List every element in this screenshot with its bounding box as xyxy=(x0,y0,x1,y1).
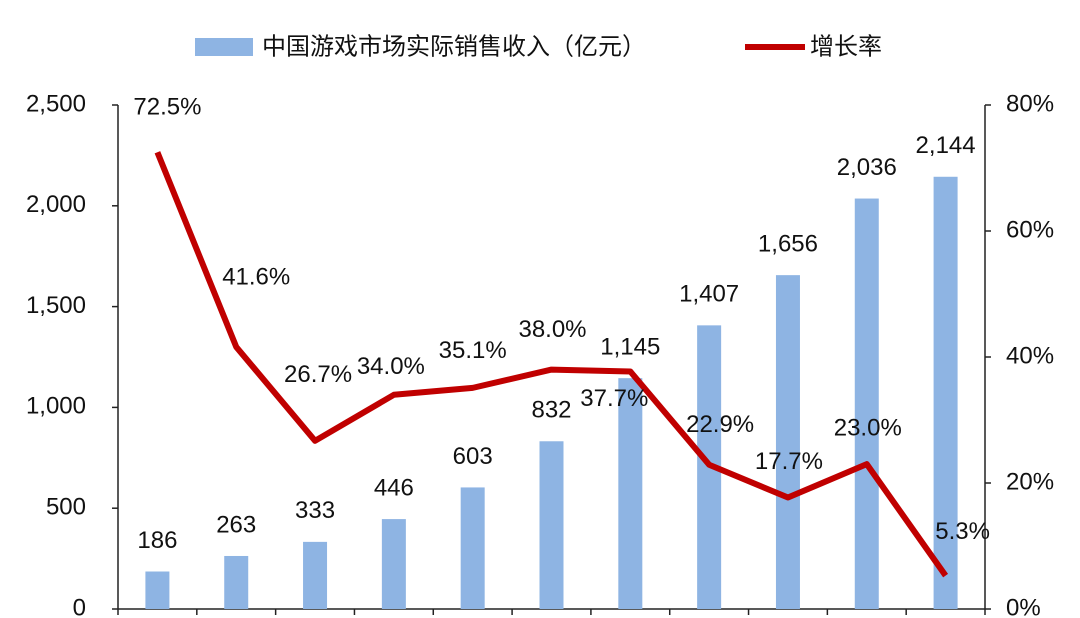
y2-tick-label: 20% xyxy=(1006,468,1054,495)
bar xyxy=(854,198,879,609)
bar xyxy=(303,541,328,609)
bar xyxy=(539,441,564,609)
bar-value-label: 1,656 xyxy=(758,230,818,257)
y2-tick-label: 40% xyxy=(1006,342,1054,369)
line-value-label: 72.5% xyxy=(133,94,201,121)
y-tick-label: 500 xyxy=(46,494,86,521)
bar-value-label: 1,407 xyxy=(679,281,739,308)
line-value-label: 41.6% xyxy=(222,263,290,290)
y-tick-label: 2,500 xyxy=(26,90,86,117)
bar-value-label: 333 xyxy=(295,497,335,524)
y-tick-label: 0 xyxy=(73,594,86,618)
bar-value-label: 603 xyxy=(453,443,493,470)
bar-value-label: 1,145 xyxy=(600,334,660,361)
line-value-label: 17.7% xyxy=(755,448,823,475)
y-tick-label: 1,500 xyxy=(26,292,86,319)
y2-tick-label: 0% xyxy=(1006,594,1041,618)
y2-tick-label: 60% xyxy=(1006,216,1054,243)
line-value-label: 23.0% xyxy=(834,414,902,441)
line-value-label: 34.0% xyxy=(357,353,425,380)
legend-label: 增长率 xyxy=(810,33,882,60)
bar xyxy=(145,571,170,609)
line-value-label: 22.9% xyxy=(686,411,754,438)
bar-value-label: 2,036 xyxy=(837,154,897,181)
legend-label: 中国游戏市场实际销售收入（亿元） xyxy=(262,33,646,60)
bar-value-label: 186 xyxy=(137,527,177,554)
y2-tick-label: 80% xyxy=(1006,90,1054,117)
bar xyxy=(933,176,958,609)
line xyxy=(154,151,949,578)
bar xyxy=(460,487,485,609)
bar-value-label: 263 xyxy=(216,511,256,538)
bar xyxy=(618,378,643,609)
line-value-label: 38.0% xyxy=(518,316,586,343)
y-tick-label: 2,000 xyxy=(26,191,86,218)
line-value-label: 37.7% xyxy=(580,385,648,412)
bar xyxy=(381,519,406,609)
bar-value-label: 446 xyxy=(374,474,414,501)
line-value-label: 35.1% xyxy=(439,337,507,364)
y-tick-label: 1,000 xyxy=(26,393,86,420)
bar-value-label: 2,144 xyxy=(916,132,976,159)
bar-value-label: 832 xyxy=(531,397,571,424)
bar xyxy=(224,555,249,609)
bar xyxy=(775,275,800,609)
line-value-label: 26.7% xyxy=(284,361,352,388)
legend-swatch xyxy=(195,38,253,56)
line-value-label: 5.3% xyxy=(935,518,990,545)
